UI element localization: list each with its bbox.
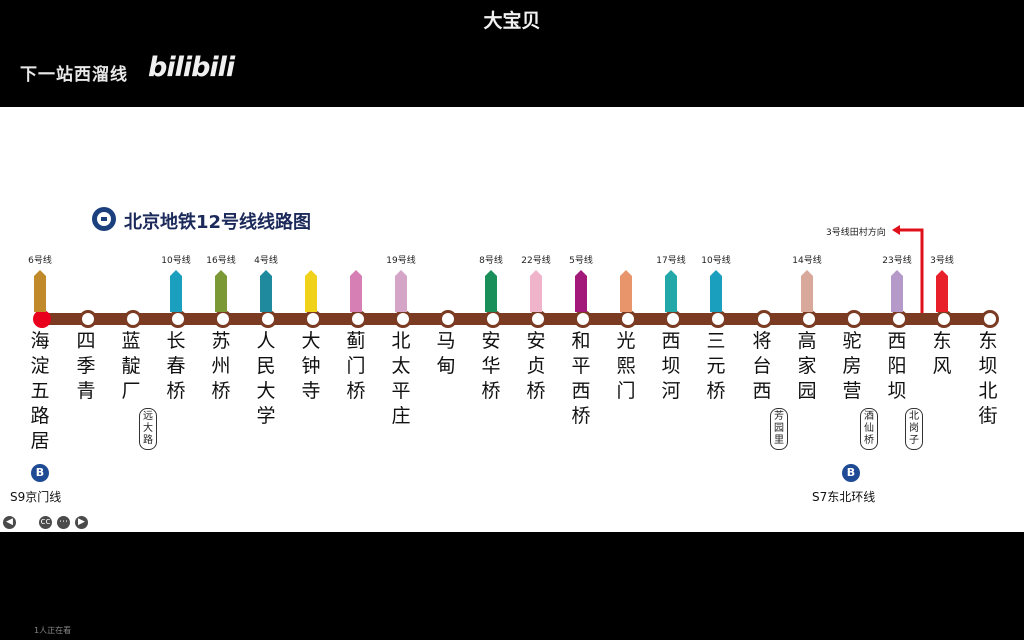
- station-dot: [935, 310, 953, 328]
- station-dot: [709, 310, 727, 328]
- map-title: 北京地铁12号线线路图: [124, 212, 312, 233]
- transfer-arrow-icon: [620, 270, 632, 312]
- station-name: 长 春 桥: [166, 330, 186, 402]
- next-icon[interactable]: ▶: [75, 516, 88, 529]
- transfer-arrow-icon: [665, 270, 677, 312]
- station-alt-name: 北 岗 子: [905, 408, 923, 450]
- channel-caption: 下一站西溜线: [20, 65, 128, 85]
- transfer-arrow-icon: [215, 270, 227, 312]
- cc-icon[interactable]: cc: [39, 516, 52, 529]
- s9-logo-icon: B: [31, 464, 49, 482]
- transfer-label: 17号线: [656, 256, 686, 266]
- s7-logo-icon: B: [842, 464, 860, 482]
- station-dot: [755, 310, 773, 328]
- station-name: 光 熙 门: [616, 330, 636, 402]
- transfer-arrow-icon: [710, 270, 722, 312]
- transfer-arrow-icon: [891, 270, 903, 312]
- transfer-arrow-icon: [485, 270, 497, 312]
- transfer-label: 5号线: [569, 256, 593, 266]
- station-name: 人 民 大 学: [256, 330, 276, 427]
- station-dot: [890, 310, 908, 328]
- subway-logo-icon: [92, 207, 116, 231]
- transfer-arrow-icon: [801, 270, 813, 312]
- s9-line-label: S9京门线: [10, 490, 62, 504]
- station-alt-name: 酒 仙 桥: [860, 408, 878, 450]
- transfer-arrow-icon: [936, 270, 948, 312]
- transfer-label: 3号线: [930, 256, 954, 266]
- station-name: 大 钟 寺: [301, 330, 321, 402]
- station-name: 苏 州 桥: [211, 330, 231, 402]
- transfer-arrow-icon: [530, 270, 542, 312]
- transfer-label: 14号线: [792, 256, 822, 266]
- station-dot: [845, 310, 863, 328]
- station-dot: [664, 310, 682, 328]
- transfer-arrow-icon: [170, 270, 182, 312]
- slide-canvas: 北京地铁12号线线路图 3号线田村方向 B S9京门线 B S7东北环线 海 淀…: [0, 107, 1024, 532]
- transfer-arrow-icon: [575, 270, 587, 312]
- station-dot: [214, 310, 232, 328]
- station-name: 西 阳 坝: [887, 330, 907, 402]
- transfer-label: 10号线: [161, 256, 191, 266]
- station-name: 和 平 西 桥: [571, 330, 591, 427]
- station-name: 三 元 桥: [706, 330, 726, 402]
- transfer-label: 4号线: [254, 256, 278, 266]
- station-dot: [529, 310, 547, 328]
- station-dot: [33, 310, 51, 328]
- station-name: 将 台 西: [752, 330, 772, 402]
- station-name: 东 风: [932, 330, 952, 377]
- transfer-label: 10号线: [701, 256, 731, 266]
- station-name: 马 甸: [436, 330, 456, 377]
- station-dot: [619, 310, 637, 328]
- transfer-label: 19号线: [386, 256, 416, 266]
- transfer-arrow-icon: [34, 270, 46, 312]
- station-name: 四 季 青: [76, 330, 96, 402]
- pen-icon[interactable]: ✎: [23, 517, 32, 527]
- station-dot: [800, 310, 818, 328]
- transfer-arrow-icon: [350, 270, 362, 312]
- transfer-label: 8号线: [479, 256, 503, 266]
- station-name: 高 家 园: [797, 330, 817, 402]
- station-name: 蓝 靛 厂: [121, 330, 141, 402]
- station-dot: [574, 310, 592, 328]
- direction-arrow-icon: [892, 225, 924, 316]
- station-name: 蓟 门 桥: [346, 330, 366, 402]
- direction-note: 3号线田村方向: [826, 228, 886, 238]
- station-name: 安 贞 桥: [526, 330, 546, 402]
- station-dot: [394, 310, 412, 328]
- prev-icon[interactable]: ◀: [3, 516, 16, 529]
- station-name: 东 坝 北 街: [978, 330, 998, 427]
- s7-line-label: S7东北环线: [812, 490, 876, 504]
- station-name: 海 淀 五 路 居: [30, 330, 50, 452]
- station-name: 西 坝 河: [661, 330, 681, 402]
- station-alt-name: 芳 园 里: [770, 408, 788, 450]
- more-icon[interactable]: ⋯: [57, 516, 70, 529]
- station-name: 安 华 桥: [481, 330, 501, 402]
- station-dot: [439, 310, 457, 328]
- station-dot: [79, 310, 97, 328]
- station-dot: [304, 310, 322, 328]
- platform-logo: bilibili: [148, 52, 235, 83]
- window-title: 大宝贝: [483, 10, 541, 32]
- station-dot: [484, 310, 502, 328]
- transfer-arrow-icon: [395, 270, 407, 312]
- station-dot: [124, 310, 142, 328]
- transfer-arrow-icon: [305, 270, 317, 312]
- station-dot: [981, 310, 999, 328]
- station-dot: [259, 310, 277, 328]
- station-alt-name: 远 大 路: [139, 408, 157, 450]
- transfer-label: 16号线: [206, 256, 236, 266]
- viewers-count: 1人正在看: [34, 626, 72, 635]
- transfer-label: 22号线: [521, 256, 551, 266]
- station-name: 驼 房 营: [842, 330, 862, 402]
- transfer-label: 6号线: [28, 256, 52, 266]
- transfer-label: 23号线: [882, 256, 912, 266]
- station-dot: [349, 310, 367, 328]
- transfer-arrow-icon: [260, 270, 272, 312]
- station-name: 北 太 平 庄: [391, 330, 411, 427]
- station-dot: [169, 310, 187, 328]
